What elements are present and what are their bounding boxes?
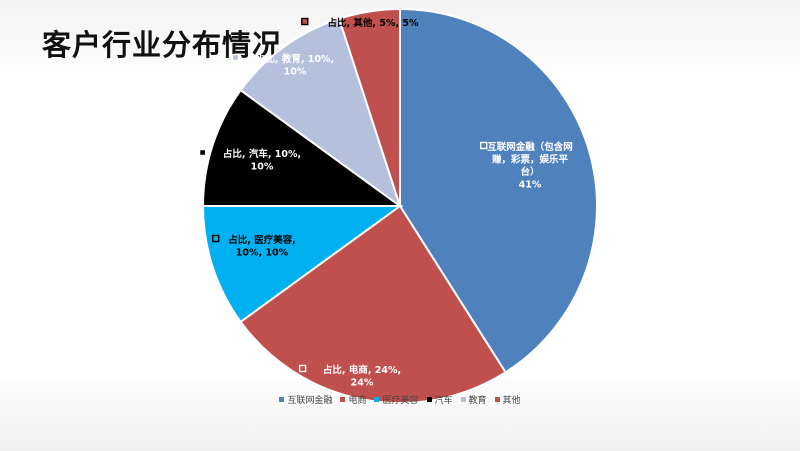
slice-data-label: 占比, 其他, 5%, 5% (327, 17, 418, 29)
legend-swatch (374, 397, 380, 402)
legend-label: 汽车 (434, 396, 453, 406)
legend-swatch (460, 397, 466, 402)
pie-slice-3 (201, 88, 404, 207)
pie-slice-0 (399, 7, 598, 374)
pie-slice-5 (337, 7, 401, 207)
slice-data-label: 占比, 汽车, 10%, 10% (223, 148, 301, 173)
legend-swatch (340, 397, 346, 402)
legend-label: 互联网金融 (287, 396, 333, 406)
legend-label: 医疗美容 (382, 396, 419, 406)
legend-item: 汽车 (426, 393, 453, 406)
legend-item: 电商 (340, 393, 366, 406)
legend-label: 其他 (502, 396, 521, 406)
legend-item: 教育 (460, 393, 487, 406)
label-key-box (198, 148, 207, 157)
legend-label: 教育 (468, 396, 487, 406)
pie-slice-1 (239, 204, 507, 404)
slice-data-label: 占比, 教育, 10%, 10% (256, 53, 334, 78)
legend-label: 电商 (348, 396, 367, 406)
legend-item: 互联网金融 (279, 393, 332, 406)
label-key-box (480, 141, 488, 150)
legend-item: 其他 (494, 393, 521, 406)
pie-slice-2 (201, 205, 404, 324)
legend-swatch (279, 397, 285, 402)
legend-item: 医疗美容 (374, 393, 419, 406)
chart-legend: 互联网金融 电商 医疗美容 汽车 教育 其他 (0, 393, 800, 406)
legend-swatch (494, 397, 500, 402)
legend-swatch (426, 397, 432, 402)
label-key-box (298, 364, 307, 373)
slice-data-label: 占比, 电商, 24%, 24% (323, 364, 401, 389)
slide-title: 客户行业分布情况 (42, 28, 283, 62)
label-key-box (211, 234, 220, 243)
slice-data-label: 占比, 医疗美容, 10%, 10% (228, 234, 296, 259)
label-key-box (301, 17, 309, 26)
label-key-box (231, 53, 240, 62)
pie-slice-4 (239, 17, 402, 209)
slice-data-label: 互联网金融（包含网赚，彩票，娱乐平台） 41% (487, 141, 573, 191)
